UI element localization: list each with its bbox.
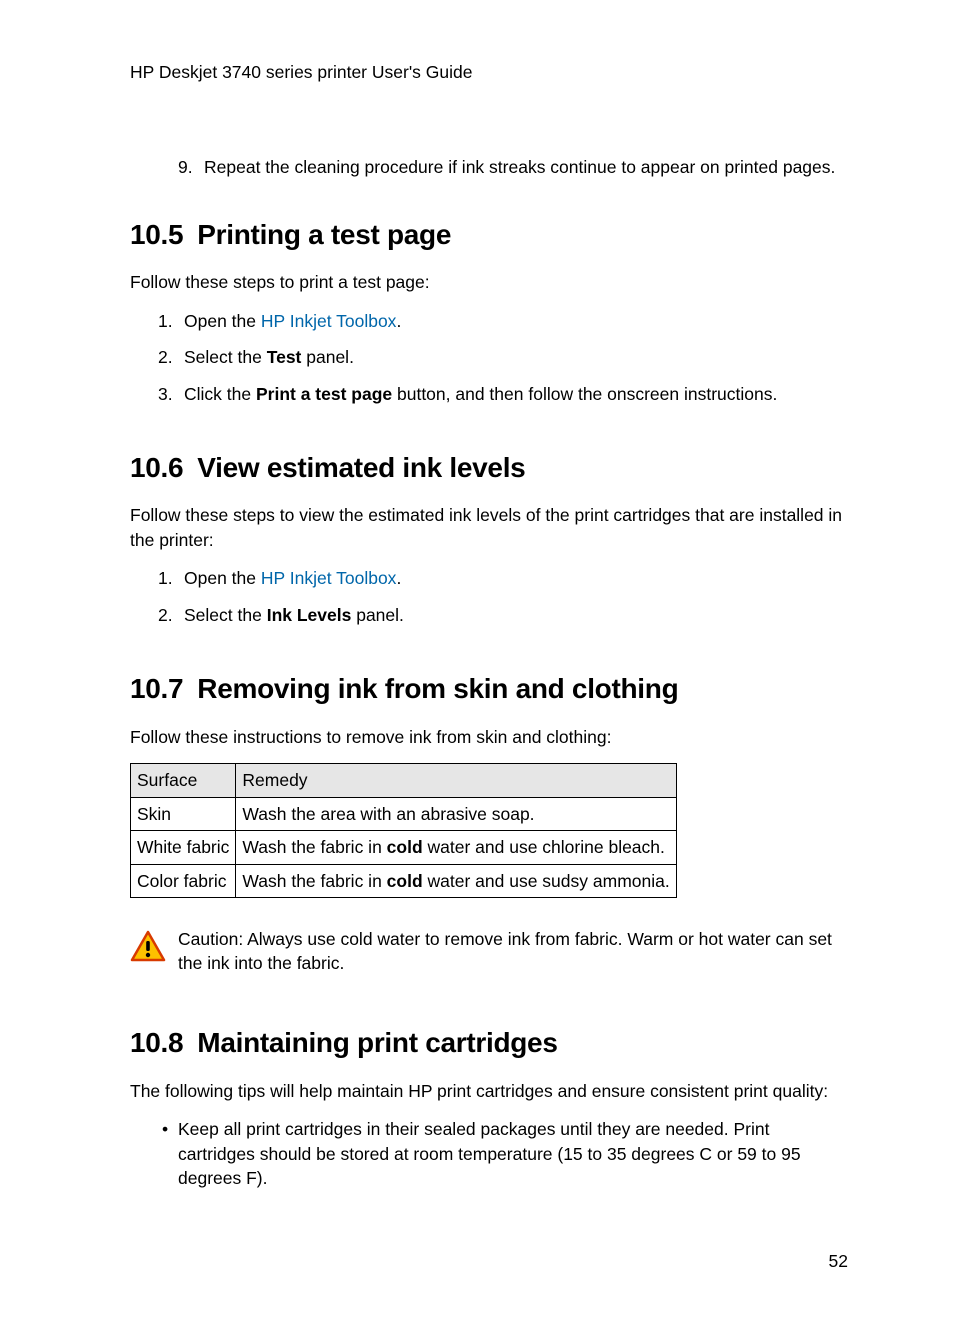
text-fragment: . <box>396 311 401 331</box>
section-heading: 10.7 Removing ink from skin and clothing <box>130 669 848 708</box>
bullet-text: Keep all print cartridges in their seale… <box>178 1117 848 1191</box>
text-fragment: button, and then follow the onscreen ins… <box>392 384 777 404</box>
bold-text: Ink Levels <box>267 605 352 625</box>
step-number: 3. <box>158 382 184 407</box>
cell-surface: Color fabric <box>131 864 236 898</box>
caution-icon <box>130 930 166 962</box>
bold-text: Test <box>267 347 302 367</box>
text-fragment: panel. <box>301 347 354 367</box>
section-number: 10.5 <box>130 215 183 254</box>
bullet-marker: • <box>162 1117 178 1191</box>
table-header-row: Surface Remedy <box>131 764 677 798</box>
caution-text: Caution: Always use cold water to remove… <box>178 928 848 975</box>
text-fragment: Click the <box>184 384 256 404</box>
text-fragment: panel. <box>351 605 404 625</box>
remedy-table: Surface Remedy Skin Wash the area with a… <box>130 763 677 898</box>
cell-remedy: Wash the fabric in cold water and use ch… <box>236 831 676 865</box>
text-fragment: water and use chlorine bleach. <box>423 837 665 857</box>
section-intro: Follow these steps to view the estimated… <box>130 503 848 552</box>
cell-remedy: Wash the fabric in cold water and use su… <box>236 864 676 898</box>
step-body: Select the Ink Levels panel. <box>184 603 404 628</box>
bold-text: cold <box>387 837 423 857</box>
list-item: 2. Select the Ink Levels panel. <box>154 603 848 628</box>
step-number: 1. <box>158 309 184 334</box>
page-container: HP Deskjet 3740 series printer User's Gu… <box>0 0 954 1321</box>
section-intro: The following tips will help maintain HP… <box>130 1079 848 1104</box>
table-row: White fabric Wash the fabric in cold wat… <box>131 831 677 865</box>
step-body: Select the Test panel. <box>184 345 354 370</box>
text-fragment: water and use sudsy ammonia. <box>423 871 670 891</box>
page-header: HP Deskjet 3740 series printer User's Gu… <box>130 60 848 85</box>
section-10-8: 10.8 Maintaining print cartridges The fol… <box>130 1023 848 1190</box>
step-number: 1. <box>158 566 184 591</box>
list-item: 2. Select the Test panel. <box>154 345 848 370</box>
caution-note: Caution: Always use cold water to remove… <box>130 928 848 975</box>
continuation-list: 9. Repeat the cleaning procedure if ink … <box>130 155 848 180</box>
section-10-5: 10.5 Printing a test page Follow these st… <box>130 215 848 406</box>
list-item: 1. Open the HP Inkjet Toolbox. <box>154 309 848 334</box>
text-fragment: Wash the fabric in <box>242 871 386 891</box>
section-number: 10.7 <box>130 669 183 708</box>
text-fragment: Select the <box>184 347 267 367</box>
list-item: 9. Repeat the cleaning procedure if ink … <box>174 155 848 180</box>
section-heading: 10.8 Maintaining print cartridges <box>130 1023 848 1062</box>
section-10-7: 10.7Removing ink from skin and clothing … <box>130 669 848 975</box>
section-heading: 10.5 Printing a test page <box>130 215 848 254</box>
table-header-remedy: Remedy <box>236 764 676 798</box>
cell-remedy: Wash the area with an abrasive soap. <box>236 797 676 831</box>
bullet-list: • Keep all print cartridges in their sea… <box>130 1117 848 1191</box>
steps-list: 1. Open the HP Inkjet Toolbox. 2. Select… <box>130 566 848 627</box>
table-row: Skin Wash the area with an abrasive soap… <box>131 797 677 831</box>
cell-surface: White fabric <box>131 831 236 865</box>
section-intro: Follow these steps to print a test page: <box>130 270 848 295</box>
section-intro: Follow these instructions to remove ink … <box>130 725 848 750</box>
text-fragment: Open the <box>184 568 261 588</box>
hp-inkjet-toolbox-link[interactable]: HP Inkjet Toolbox <box>261 568 397 588</box>
cell-surface: Skin <box>131 797 236 831</box>
step-text: Repeat the cleaning procedure if ink str… <box>204 155 835 180</box>
hp-inkjet-toolbox-link[interactable]: HP Inkjet Toolbox <box>261 311 397 331</box>
section-10-6: 10.6 View estimated ink levels Follow the… <box>130 448 848 627</box>
list-item: • Keep all print cartridges in their sea… <box>158 1117 848 1191</box>
steps-list: 1. Open the HP Inkjet Toolbox. 2. Select… <box>130 309 848 407</box>
table-header-surface: Surface <box>131 764 236 798</box>
bold-text: Print a test page <box>256 384 392 404</box>
section-heading: 10.6 View estimated ink levels <box>130 448 848 487</box>
text-fragment: Open the <box>184 311 261 331</box>
section-title: Removing ink from skin and clothing <box>197 673 678 704</box>
step-number: 2. <box>158 603 184 628</box>
section-title: View estimated ink levels <box>197 452 525 483</box>
step-number: 9. <box>178 155 204 180</box>
text-fragment: Wash the fabric in <box>242 837 386 857</box>
text-fragment: . <box>396 568 401 588</box>
text-fragment: Wash the area with an abrasive soap. <box>242 804 534 824</box>
step-body: Open the HP Inkjet Toolbox. <box>184 566 401 591</box>
step-body: Open the HP Inkjet Toolbox. <box>184 309 401 334</box>
step-body: Click the Print a test page button, and … <box>184 382 777 407</box>
list-item: 1. Open the HP Inkjet Toolbox. <box>154 566 848 591</box>
text-fragment: Select the <box>184 605 267 625</box>
section-title: Printing a test page <box>197 219 451 250</box>
page-number: 52 <box>829 1249 848 1274</box>
table-row: Color fabric Wash the fabric in cold wat… <box>131 864 677 898</box>
section-title: Maintaining print cartridges <box>197 1027 557 1058</box>
step-number: 2. <box>158 345 184 370</box>
list-item: 3. Click the Print a test page button, a… <box>154 382 848 407</box>
section-number: 10.6 <box>130 448 183 487</box>
bold-text: cold <box>387 871 423 891</box>
section-number: 10.8 <box>130 1023 183 1062</box>
